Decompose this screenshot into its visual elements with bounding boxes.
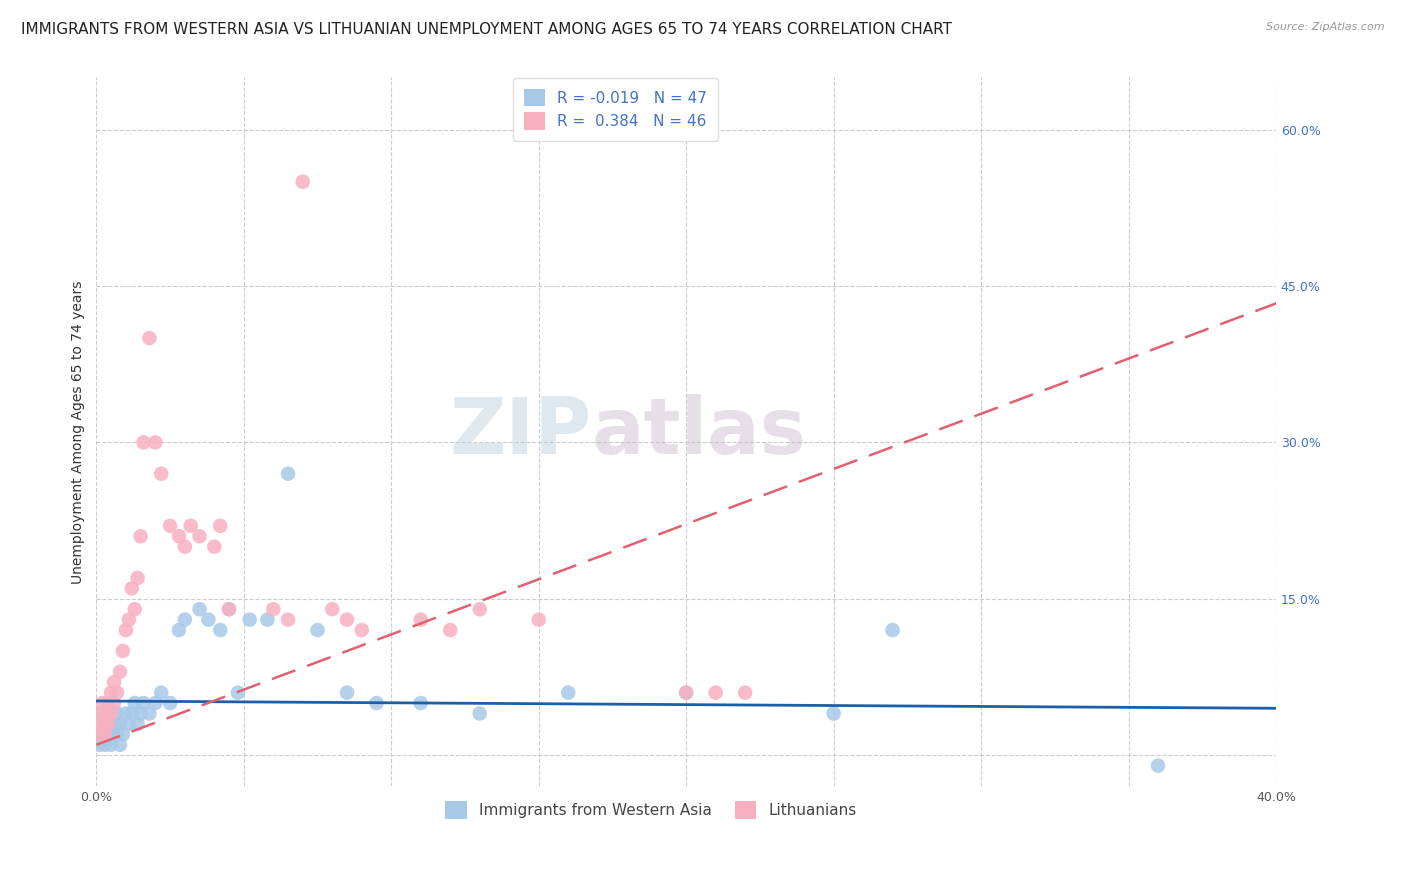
- Point: [118, 717, 141, 731]
- Point: [439, 623, 461, 637]
- Point: [468, 706, 491, 721]
- Point: [173, 540, 195, 554]
- Point: [321, 602, 343, 616]
- Point: [138, 331, 160, 345]
- Point: [277, 467, 299, 481]
- Point: [823, 706, 845, 721]
- Point: [103, 696, 125, 710]
- Point: [115, 706, 138, 721]
- Point: [105, 706, 128, 721]
- Point: [209, 518, 232, 533]
- Point: [94, 738, 117, 752]
- Point: [138, 706, 160, 721]
- Point: [108, 738, 131, 752]
- Point: [91, 696, 114, 710]
- Point: [91, 706, 114, 721]
- Point: [180, 518, 202, 533]
- Point: [734, 685, 756, 699]
- Point: [239, 613, 262, 627]
- Point: [91, 727, 114, 741]
- Point: [97, 706, 120, 721]
- Point: [100, 717, 122, 731]
- Point: [115, 623, 138, 637]
- Point: [121, 706, 143, 721]
- Point: [124, 696, 146, 710]
- Point: [1147, 758, 1170, 772]
- Legend: Immigrants from Western Asia, Lithuanians: Immigrants from Western Asia, Lithuanian…: [439, 795, 862, 825]
- Point: [97, 696, 120, 710]
- Point: [159, 518, 181, 533]
- Point: [188, 529, 211, 543]
- Point: [105, 727, 128, 741]
- Point: [97, 717, 120, 731]
- Point: [527, 613, 550, 627]
- Text: IMMIGRANTS FROM WESTERN ASIA VS LITHUANIAN UNEMPLOYMENT AMONG AGES 65 TO 74 YEAR: IMMIGRANTS FROM WESTERN ASIA VS LITHUANI…: [21, 22, 952, 37]
- Point: [108, 717, 131, 731]
- Point: [336, 685, 359, 699]
- Point: [111, 727, 134, 741]
- Point: [94, 706, 117, 721]
- Point: [197, 613, 219, 627]
- Point: [100, 685, 122, 699]
- Point: [150, 685, 173, 699]
- Point: [103, 727, 125, 741]
- Point: [127, 571, 149, 585]
- Point: [262, 602, 284, 616]
- Point: [150, 467, 173, 481]
- Point: [108, 665, 131, 679]
- Point: [89, 706, 111, 721]
- Y-axis label: Unemployment Among Ages 65 to 74 years: Unemployment Among Ages 65 to 74 years: [72, 280, 86, 583]
- Point: [277, 613, 299, 627]
- Point: [218, 602, 240, 616]
- Point: [226, 685, 249, 699]
- Point: [94, 727, 117, 741]
- Point: [132, 435, 155, 450]
- Point: [188, 602, 211, 616]
- Point: [91, 717, 114, 731]
- Point: [143, 696, 166, 710]
- Point: [121, 582, 143, 596]
- Point: [307, 623, 329, 637]
- Point: [468, 602, 491, 616]
- Point: [336, 613, 359, 627]
- Point: [94, 717, 117, 731]
- Point: [89, 727, 111, 741]
- Point: [100, 706, 122, 721]
- Point: [167, 529, 190, 543]
- Point: [167, 623, 190, 637]
- Point: [256, 613, 278, 627]
- Point: [882, 623, 904, 637]
- Point: [159, 696, 181, 710]
- Text: atlas: atlas: [592, 394, 807, 470]
- Point: [97, 727, 120, 741]
- Point: [89, 738, 111, 752]
- Point: [291, 175, 314, 189]
- Point: [129, 706, 152, 721]
- Point: [557, 685, 579, 699]
- Point: [111, 644, 134, 658]
- Point: [202, 540, 225, 554]
- Text: ZIP: ZIP: [450, 394, 592, 470]
- Point: [218, 602, 240, 616]
- Point: [105, 685, 128, 699]
- Point: [118, 613, 141, 627]
- Point: [132, 696, 155, 710]
- Point: [350, 623, 373, 637]
- Text: Source: ZipAtlas.com: Source: ZipAtlas.com: [1267, 22, 1385, 32]
- Point: [173, 613, 195, 627]
- Point: [409, 696, 432, 710]
- Point: [129, 529, 152, 543]
- Point: [675, 685, 697, 699]
- Point: [366, 696, 388, 710]
- Point: [409, 613, 432, 627]
- Point: [127, 717, 149, 731]
- Point: [209, 623, 232, 637]
- Point: [100, 738, 122, 752]
- Point: [675, 685, 697, 699]
- Point: [143, 435, 166, 450]
- Point: [103, 717, 125, 731]
- Point: [704, 685, 727, 699]
- Point: [124, 602, 146, 616]
- Point: [103, 675, 125, 690]
